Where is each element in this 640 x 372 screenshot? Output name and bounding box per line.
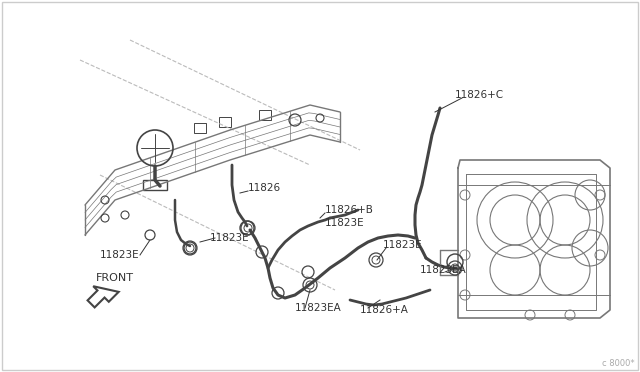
Bar <box>219 117 231 127</box>
Bar <box>143 180 167 190</box>
Text: 11826+C: 11826+C <box>455 90 504 100</box>
Text: 11823EA: 11823EA <box>420 265 467 275</box>
Text: 11823EA: 11823EA <box>295 303 342 313</box>
Text: 11823E: 11823E <box>325 218 365 228</box>
Text: FRONT: FRONT <box>96 273 134 283</box>
Text: 11826+A: 11826+A <box>360 305 409 315</box>
Text: 11826+B: 11826+B <box>325 205 374 215</box>
Text: 11823E: 11823E <box>100 250 140 260</box>
Text: c 8000*: c 8000* <box>602 359 635 368</box>
Bar <box>259 110 271 120</box>
Text: 11823E: 11823E <box>210 233 250 243</box>
Bar <box>194 123 206 133</box>
Text: 11823E: 11823E <box>383 240 422 250</box>
Text: 11826: 11826 <box>248 183 281 193</box>
